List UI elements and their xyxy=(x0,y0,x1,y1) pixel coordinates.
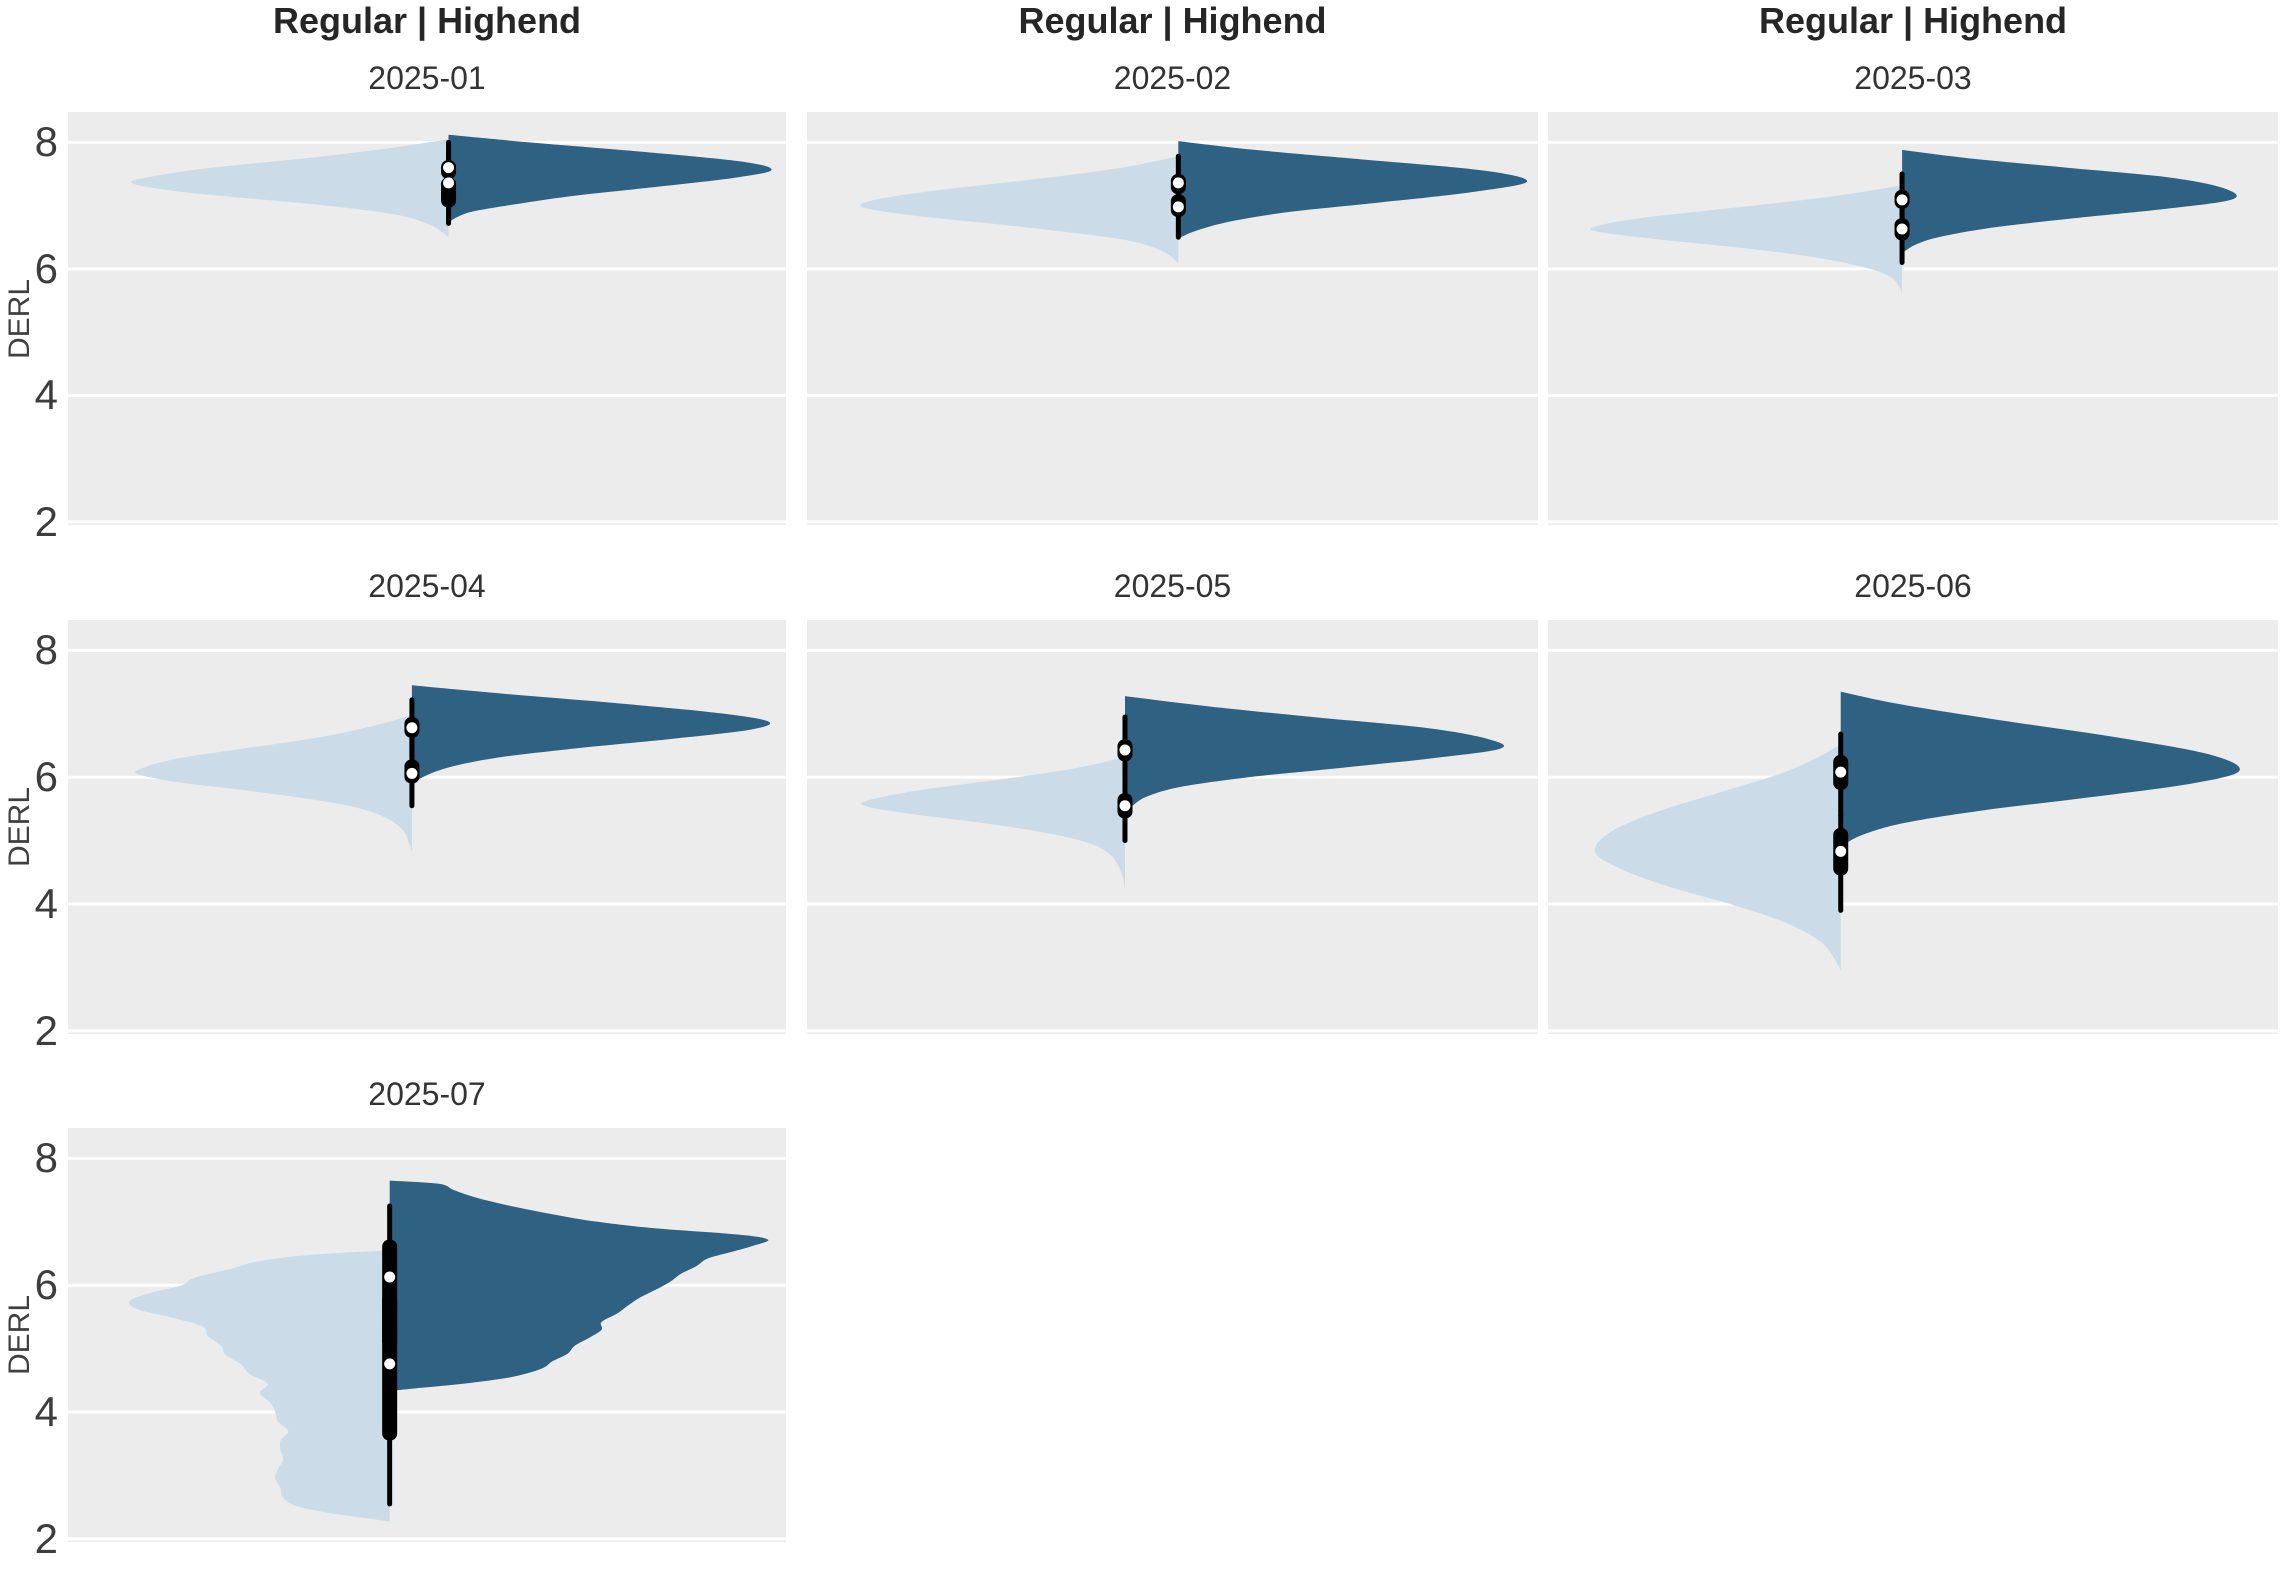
violin-plot-2025-04 xyxy=(68,620,786,1034)
facet-panel-2025-02 xyxy=(807,112,1538,525)
y-tick-label-4: 4 xyxy=(34,371,58,419)
violin-half-highend xyxy=(1840,691,2240,847)
median-dot-highend xyxy=(406,722,418,734)
y-tick-label-2: 2 xyxy=(34,1006,58,1054)
facet-subtitle: 2025-06 xyxy=(1854,568,1972,604)
facet-panel-2025-03 xyxy=(1548,112,2278,525)
y-axis-label: DERL xyxy=(3,786,36,868)
median-dot-regular xyxy=(1119,800,1131,812)
y-tick-label-8: 8 xyxy=(34,1134,58,1182)
facet-subtitle: 2025-02 xyxy=(1113,60,1232,96)
y-tick-label-8: 8 xyxy=(34,626,58,674)
facet-panel-2025-01 xyxy=(68,112,786,525)
violin-plot-2025-02 xyxy=(807,112,1538,525)
median-dot-highend xyxy=(1172,177,1184,189)
violin-half-highend xyxy=(411,685,771,785)
median-dot-highend xyxy=(384,1271,396,1283)
facet-subtitle: 2025-01 xyxy=(368,60,486,96)
facet-subtitle: 2025-05 xyxy=(1113,568,1232,604)
facet-subtitle: 2025-04 xyxy=(368,568,486,604)
y-tick-label-4: 4 xyxy=(34,880,58,928)
facet-panel-2025-06 xyxy=(1548,620,2278,1034)
violin-half-regular xyxy=(130,139,449,238)
median-dot-regular xyxy=(1172,201,1184,213)
facet-group-title: Regular | Highend xyxy=(1758,0,2068,41)
y-axis-label: DERL xyxy=(3,278,36,359)
facet-subtitle: 2025-03 xyxy=(1854,60,1972,96)
y-tick-label-6: 6 xyxy=(34,244,58,292)
violin-half-regular xyxy=(134,715,412,852)
median-dot-highend xyxy=(1835,766,1847,778)
iqr-box-highend xyxy=(382,1239,398,1349)
facet-panel-2025-05 xyxy=(807,620,1538,1034)
y-tick-label-2: 2 xyxy=(34,1514,58,1562)
violin-plot-2025-01 xyxy=(68,112,786,525)
y-tick-label-6: 6 xyxy=(34,753,58,801)
facet-panel-2025-07 xyxy=(68,1128,786,1542)
facet-panel-2025-04 xyxy=(68,620,786,1034)
y-tick-label-2: 2 xyxy=(34,497,58,545)
panel-background xyxy=(68,620,786,1034)
violin-half-regular xyxy=(129,1250,390,1522)
median-dot-regular xyxy=(1835,845,1847,857)
median-dot-regular xyxy=(443,177,455,189)
violin-plot-2025-06 xyxy=(1548,620,2278,1034)
median-dot-regular xyxy=(384,1358,396,1370)
violin-half-regular xyxy=(1594,744,1841,971)
y-tick-label-4: 4 xyxy=(34,1388,58,1436)
median-dot-regular xyxy=(406,767,418,779)
y-axis-label: DERL xyxy=(3,1294,36,1376)
violin-half-highend xyxy=(1178,141,1528,239)
facet-group-title: Regular | Highend xyxy=(1018,0,1327,41)
median-dot-highend xyxy=(1896,194,1908,206)
facet-group-title: Regular | Highend xyxy=(272,0,582,41)
violin-half-regular xyxy=(861,756,1125,889)
median-dot-regular xyxy=(1896,223,1908,235)
violin-half-highend xyxy=(448,134,772,224)
violin-plot-2025-07 xyxy=(68,1128,786,1542)
y-tick-label-6: 6 xyxy=(34,1261,58,1309)
violin-half-regular xyxy=(860,156,1179,264)
panel-background xyxy=(807,620,1538,1034)
violin-half-highend xyxy=(389,1180,769,1392)
violin-half-highend xyxy=(1125,696,1505,813)
facet-subtitle: 2025-07 xyxy=(368,1076,486,1112)
y-tick-label-8: 8 xyxy=(34,118,58,166)
violin-half-highend xyxy=(1902,149,2237,253)
violin-plot-2025-05 xyxy=(807,620,1538,1034)
violin-plot-2025-03 xyxy=(1548,112,2278,525)
violin-half-regular xyxy=(1590,185,1903,295)
median-dot-highend xyxy=(1119,744,1131,756)
median-dot-highend xyxy=(443,162,455,174)
